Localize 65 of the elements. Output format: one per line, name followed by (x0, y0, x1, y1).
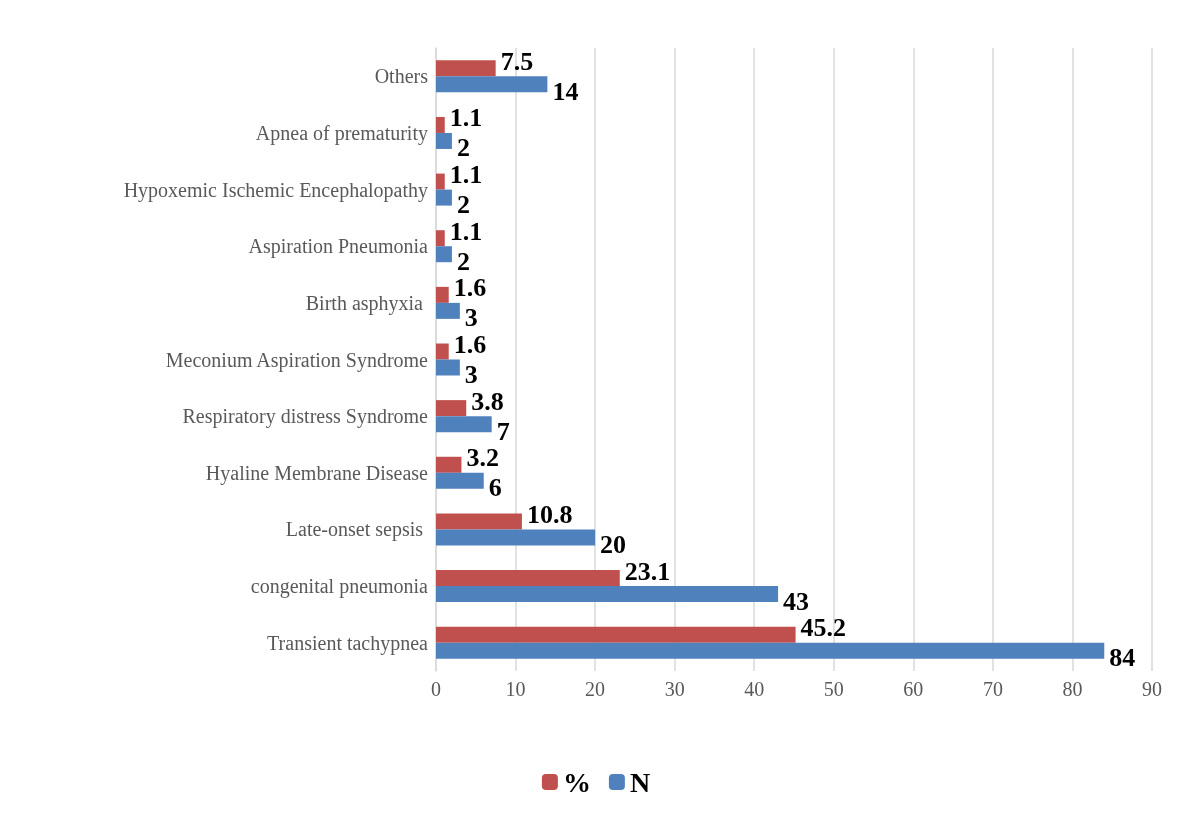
bar (436, 586, 779, 603)
y-tick-label: Late-onset sepsis (285, 518, 428, 542)
x-tick-label: 60 (903, 678, 924, 700)
bar (436, 570, 620, 587)
y-tick-label: congenital pneumonia (250, 575, 429, 599)
bar (436, 642, 1105, 659)
data-label: 45.2 (800, 613, 847, 643)
bar (436, 76, 548, 93)
x-tick-label: 0 (431, 678, 441, 700)
data-label: 20 (600, 529, 627, 559)
x-tick-label: 90 (1142, 678, 1162, 700)
data-label: 3.2 (466, 443, 499, 473)
y-tick-label: Aspiration Pneumonia (248, 235, 429, 259)
bar (436, 189, 452, 206)
bar (436, 472, 484, 489)
y-tick-label: Others (374, 65, 429, 88)
data-label: 3.8 (471, 386, 504, 416)
y-tick-label: Respiratory distress Syndrome (182, 405, 429, 429)
data-label: 6 (488, 473, 502, 503)
bar (436, 359, 460, 376)
data-label: 10.8 (526, 499, 573, 529)
y-tick-label: Hypoxemic Ischemic Encephalopathy (123, 178, 428, 202)
bar (436, 60, 496, 77)
bar (436, 132, 452, 149)
legend-label: % (562, 766, 591, 798)
bar (436, 302, 460, 319)
x-tick-label: 30 (664, 678, 685, 700)
data-label: 23.1 (624, 556, 671, 586)
bar (436, 513, 522, 530)
legend-label: N (629, 766, 651, 798)
data-label: 3 (464, 360, 478, 389)
x-tick-label: 50 (823, 678, 844, 700)
data-label: 84 (1109, 643, 1136, 673)
y-tick-label: Birth asphyxia (305, 291, 428, 315)
bar (436, 626, 796, 643)
bar (436, 173, 445, 190)
bar (436, 246, 452, 263)
data-label: 2 (456, 133, 470, 163)
bar (436, 116, 445, 133)
data-label: 1.6 (453, 330, 487, 359)
data-label: 1.1 (449, 103, 483, 133)
data-label: 1.1 (449, 160, 483, 190)
data-label: 3 (464, 303, 478, 333)
x-tick-label: 40 (744, 678, 765, 700)
y-tick-label: Transient tachypnea (267, 631, 429, 655)
bar (436, 343, 449, 360)
data-label: 14 (552, 76, 579, 106)
bar (436, 230, 445, 247)
y-tick-label: Meconium Aspiration Syndrome (165, 348, 429, 372)
bar (436, 529, 596, 546)
x-tick-label: 20 (585, 678, 606, 700)
y-tick-label: Hyaline Membrane Disease (205, 461, 429, 485)
bar (436, 286, 449, 303)
data-label: 7 (496, 416, 510, 446)
bar (436, 456, 462, 473)
data-label: 2 (456, 246, 470, 276)
x-tick-label: 70 (982, 678, 1003, 700)
x-tick-label: 80 (1062, 678, 1083, 700)
y-tick-label: Apnea of prematurity (255, 121, 428, 145)
bar (436, 400, 467, 417)
data-label: 7.5 (500, 46, 534, 76)
data-label: 43 (783, 586, 810, 616)
x-tick-label: 10 (505, 678, 526, 700)
data-label: 1.6 (453, 273, 487, 303)
bar (436, 416, 492, 433)
